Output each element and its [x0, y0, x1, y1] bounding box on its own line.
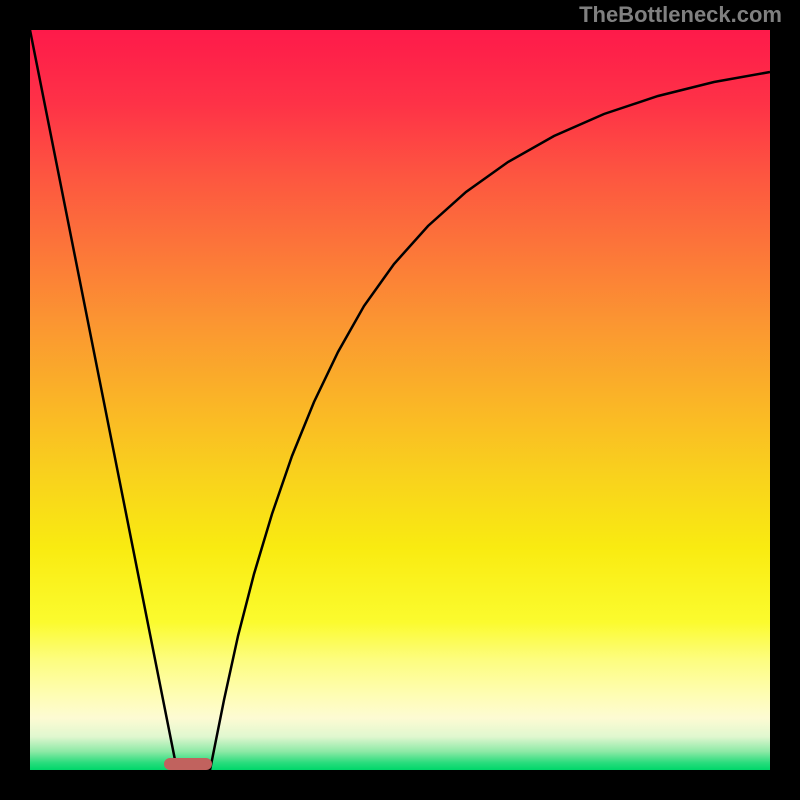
- watermark-text: TheBottleneck.com: [579, 2, 782, 28]
- plot-area: [30, 30, 770, 770]
- chart-container: TheBottleneck.com: [0, 0, 800, 800]
- bottleneck-curve: [30, 30, 770, 770]
- optimum-marker: [164, 758, 212, 770]
- curve-path: [30, 30, 770, 770]
